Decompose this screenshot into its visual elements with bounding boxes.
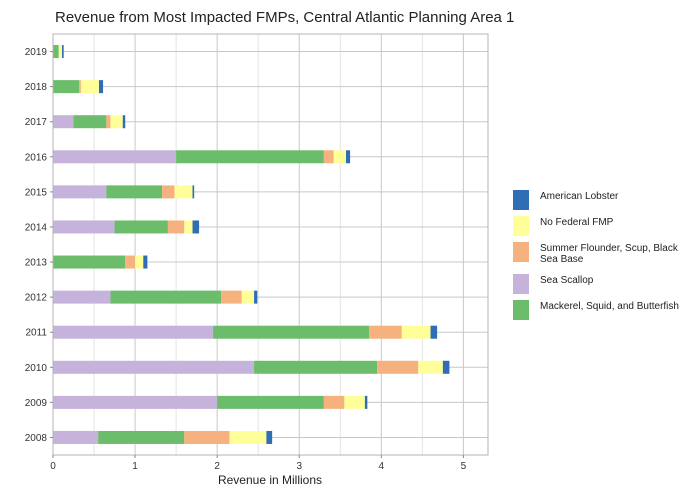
legend-label: Summer Flounder, Scup, Black Sea Base (540, 243, 679, 265)
bar-segment-2015-no-federal-fmp (174, 185, 193, 199)
legend-item: Sea Scallop (513, 274, 594, 294)
x-axis-title: Revenue in Millions (218, 473, 322, 487)
bar-segment-2012-sea-scallop (53, 290, 111, 304)
bar-segment-2010-sea-scallop (53, 360, 255, 374)
legend-label: Mackerel, Squid, and Butterfish (540, 301, 679, 312)
x-axis-ticks: 0 1 2 3 4 5 (50, 455, 467, 472)
legend-swatch (513, 300, 529, 320)
bar-segment-2017-no-federal-fmp (110, 115, 123, 129)
bars (53, 45, 450, 444)
bar-segment-2015-summer-flounder-scup-black-sea-base (162, 185, 175, 199)
bar-segment-2016-sea-scallop (53, 150, 177, 164)
legend-item: No Federal FMP (513, 216, 614, 236)
bar-segment-2009-no-federal-fmp (344, 395, 365, 409)
x-tick-label: 0 (50, 461, 56, 472)
bar-segment-2009-american-lobster (364, 395, 368, 409)
bar-segment-2016-mackerel-squid-and-butterfish (176, 150, 324, 164)
y-tick-label: 2009 (25, 398, 48, 409)
bar-segment-2010-summer-flounder-scup-black-sea-base (377, 360, 419, 374)
plot-frame (52, 33, 489, 456)
bar-segment-2009-sea-scallop (53, 395, 218, 409)
bar-segment-2013-american-lobster (143, 255, 148, 269)
bar-segment-2011-mackerel-squid-and-butterfish (213, 325, 369, 339)
y-tick-label: 2013 (25, 258, 48, 269)
y-tick-label: 2017 (25, 117, 48, 128)
legend-label: American Lobster (540, 191, 619, 202)
bar-segment-2012-mackerel-squid-and-butterfish (110, 290, 222, 304)
legend-item: Mackerel, Squid, and Butterfish (513, 300, 679, 320)
bar-segment-2019-american-lobster (62, 45, 64, 59)
bar-segment-2015-mackerel-squid-and-butterfish (106, 185, 163, 199)
bar-segment-2014-no-federal-fmp (184, 220, 193, 234)
legend-label: No Federal FMP (540, 217, 614, 228)
bar-segment-2014-summer-flounder-scup-black-sea-base (167, 220, 185, 234)
x-tick-label: 2 (214, 461, 220, 472)
bar-segment-2011-american-lobster (430, 325, 438, 339)
bar-segment-2010-american-lobster (442, 360, 450, 374)
bar-segment-2014-sea-scallop (53, 220, 115, 234)
bar-segment-2008-american-lobster (266, 430, 273, 444)
bar-segment-2009-mackerel-squid-and-butterfish (217, 395, 324, 409)
y-tick-label: 2008 (25, 433, 48, 444)
bar-segment-2019-mackerel-squid-and-butterfish (53, 45, 59, 59)
bar-segment-2017-american-lobster (122, 115, 126, 129)
y-axis-ticks: 2019 2018 2017 2016 2015 2014 2013 2012 2011 2010… (25, 47, 53, 444)
x-tick-label: 1 (132, 461, 138, 472)
bar-segment-2013-mackerel-squid-and-butterfish (53, 255, 126, 269)
y-tick-label: 2014 (25, 222, 48, 233)
bar-segment-2012-american-lobster (254, 290, 258, 304)
bar-segment-2019-no-federal-fmp (58, 45, 63, 59)
grid (52, 34, 488, 455)
bar-segment-2017-mackerel-squid-and-butterfish (73, 115, 107, 129)
legend: American Lobster No Federal FMP Summer Flo… (513, 190, 679, 320)
bar-segment-2017-sea-scallop (53, 115, 74, 129)
bar-segment-2011-no-federal-fmp (401, 325, 431, 339)
legend-swatch (513, 190, 529, 210)
bar-segment-2018-no-federal-fmp (80, 80, 99, 94)
legend-item: American Lobster (513, 190, 619, 210)
bar-segment-2013-no-federal-fmp (135, 255, 144, 269)
y-tick-label: 2011 (25, 328, 47, 339)
y-tick-label: 2010 (25, 363, 48, 374)
y-tick-label: 2012 (25, 293, 48, 304)
bar-segment-2011-summer-flounder-scup-black-sea-base (368, 325, 402, 339)
bar-segment-2008-mackerel-squid-and-butterfish (98, 430, 185, 444)
bar-segment-2012-no-federal-fmp (241, 290, 255, 304)
bar-segment-2008-sea-scallop (53, 430, 99, 444)
bar-segment-2010-no-federal-fmp (418, 360, 443, 374)
bar-segment-2008-no-federal-fmp (229, 430, 267, 444)
bar-segment-2011-sea-scallop (53, 325, 214, 339)
bar-segment-2010-mackerel-squid-and-butterfish (254, 360, 378, 374)
bar-segment-2008-summer-flounder-scup-black-sea-base (184, 430, 230, 444)
bar-segment-2018-mackerel-squid-and-butterfish (53, 80, 80, 94)
y-tick-label: 2015 (25, 187, 48, 198)
bar-segment-2009-summer-flounder-scup-black-sea-base (323, 395, 345, 409)
x-tick-label: 3 (296, 461, 302, 472)
bar-segment-2014-mackerel-squid-and-butterfish (114, 220, 168, 234)
bar-segment-2015-sea-scallop (53, 185, 107, 199)
legend-item: Summer Flounder, Scup, Black Sea Base (513, 242, 679, 265)
bar-segment-2013-summer-flounder-scup-black-sea-base (125, 255, 136, 269)
bar-segment-2017-summer-flounder-scup-black-sea-base (106, 115, 111, 129)
bar-segment-2016-american-lobster (346, 150, 351, 164)
legend-label: Sea Scallop (540, 275, 594, 286)
bar-segment-2015-american-lobster (192, 185, 195, 199)
bar-segment-2018-american-lobster (98, 80, 104, 94)
bar-segment-2016-no-federal-fmp (333, 150, 347, 164)
y-tick-label: 2016 (25, 152, 48, 163)
bar-segment-2012-summer-flounder-scup-black-sea-base (221, 290, 242, 304)
bar-segment-2016-summer-flounder-scup-black-sea-base (323, 150, 334, 164)
bar-segment-2018-summer-flounder-scup-black-sea-base (79, 80, 81, 94)
x-tick-label: 4 (379, 461, 385, 472)
y-tick-label: 2019 (25, 47, 48, 58)
legend-swatch (513, 216, 529, 236)
x-tick-label: 5 (461, 461, 467, 472)
y-tick-label: 2018 (25, 82, 48, 93)
legend-swatch (513, 274, 529, 294)
chart-title: Revenue from Most Impacted FMPs, Central… (55, 9, 514, 26)
bar-segment-2014-american-lobster (192, 220, 200, 234)
legend-swatch (513, 242, 529, 262)
